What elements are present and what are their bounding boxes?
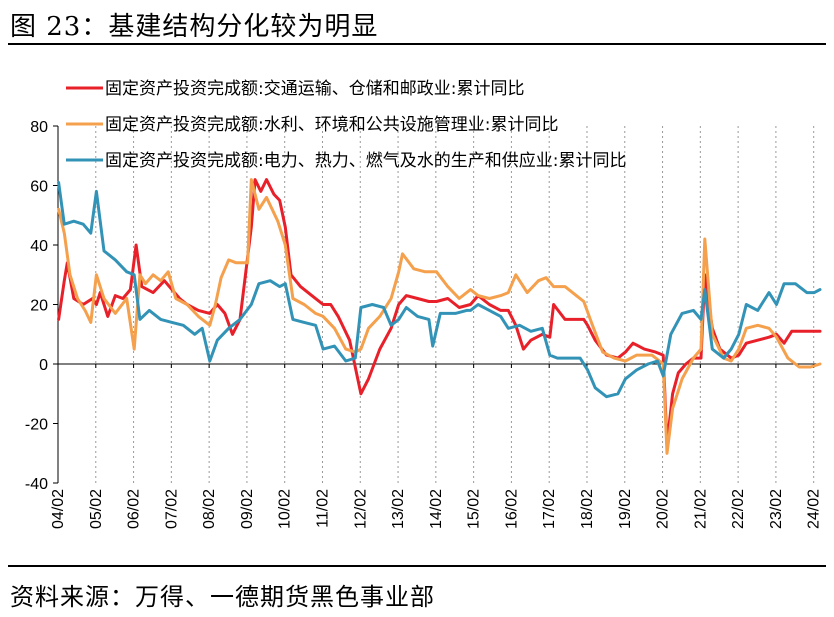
x-tick-label: 24/02 bbox=[806, 489, 823, 529]
series-line-1 bbox=[57, 178, 822, 446]
x-tick-label: 22/02 bbox=[730, 489, 747, 529]
legend-label-1: 固定资产投资完成额:交通运输、仓储和邮政业:累计同比 bbox=[105, 79, 524, 99]
x-tick-label: 07/02 bbox=[163, 489, 180, 529]
x-tick-label: 05/02 bbox=[88, 489, 105, 529]
y-tick-label: 20 bbox=[30, 298, 48, 315]
y-tick-label: 40 bbox=[30, 238, 48, 255]
legend-label-3: 固定资产投资完成额:电力、热力、燃气及水的生产和供应业:累计同比 bbox=[105, 151, 626, 171]
line-chart: 固定资产投资完成额:交通运输、仓储和邮政业:累计同比固定资产投资完成额:水利、环… bbox=[25, 79, 823, 529]
x-tick-label: 13/02 bbox=[390, 489, 407, 529]
series-line-3 bbox=[57, 181, 822, 399]
x-tick-label: 08/02 bbox=[201, 489, 218, 529]
x-tick-label: 17/02 bbox=[541, 489, 558, 529]
y-tick-label: -40 bbox=[25, 476, 48, 493]
x-tick-label: 04/02 bbox=[50, 489, 67, 529]
legend-label-2: 固定资产投资完成额:水利、环境和公共设施管理业:累计同比 bbox=[105, 115, 558, 135]
y-tick-label: 0 bbox=[39, 357, 48, 374]
x-tick-label: 12/02 bbox=[352, 489, 369, 529]
legend: 固定资产投资完成额:交通运输、仓储和邮政业:累计同比固定资产投资完成额:水利、环… bbox=[66, 79, 626, 171]
y-tick-label: -20 bbox=[25, 417, 48, 434]
series-line-2 bbox=[57, 178, 822, 455]
axes bbox=[53, 125, 820, 484]
x-tick-label: 16/02 bbox=[503, 489, 520, 529]
x-tick-label: 15/02 bbox=[466, 489, 483, 529]
title-rule bbox=[8, 43, 826, 45]
grid-lines bbox=[57, 126, 815, 483]
x-tick-label: 23/02 bbox=[768, 489, 785, 529]
x-tick-label: 19/02 bbox=[617, 489, 634, 529]
series-lines bbox=[57, 178, 822, 455]
x-tick-label: 11/02 bbox=[314, 489, 331, 528]
x-tick-label: 21/02 bbox=[692, 489, 709, 529]
source-rule bbox=[8, 565, 826, 567]
y-tick-label: 80 bbox=[30, 119, 48, 136]
y-tick-label: 60 bbox=[30, 179, 48, 196]
x-tick-label: 20/02 bbox=[655, 489, 672, 529]
x-tick-label: 10/02 bbox=[277, 489, 294, 529]
x-tick-label: 06/02 bbox=[126, 489, 143, 529]
x-tick-label: 14/02 bbox=[428, 489, 445, 529]
x-tick-label: 09/02 bbox=[239, 489, 256, 529]
source-note: 资料来源：万得、一德期货黑色事业部 bbox=[10, 583, 435, 611]
x-tick-label: 18/02 bbox=[579, 489, 596, 529]
tick-labels: 04/02 05/02 06/02 07/02 08/02 09/02 10/02 11/02… bbox=[25, 119, 823, 529]
figure-title: 图 23：基建结构分化较为明显 bbox=[10, 12, 379, 42]
